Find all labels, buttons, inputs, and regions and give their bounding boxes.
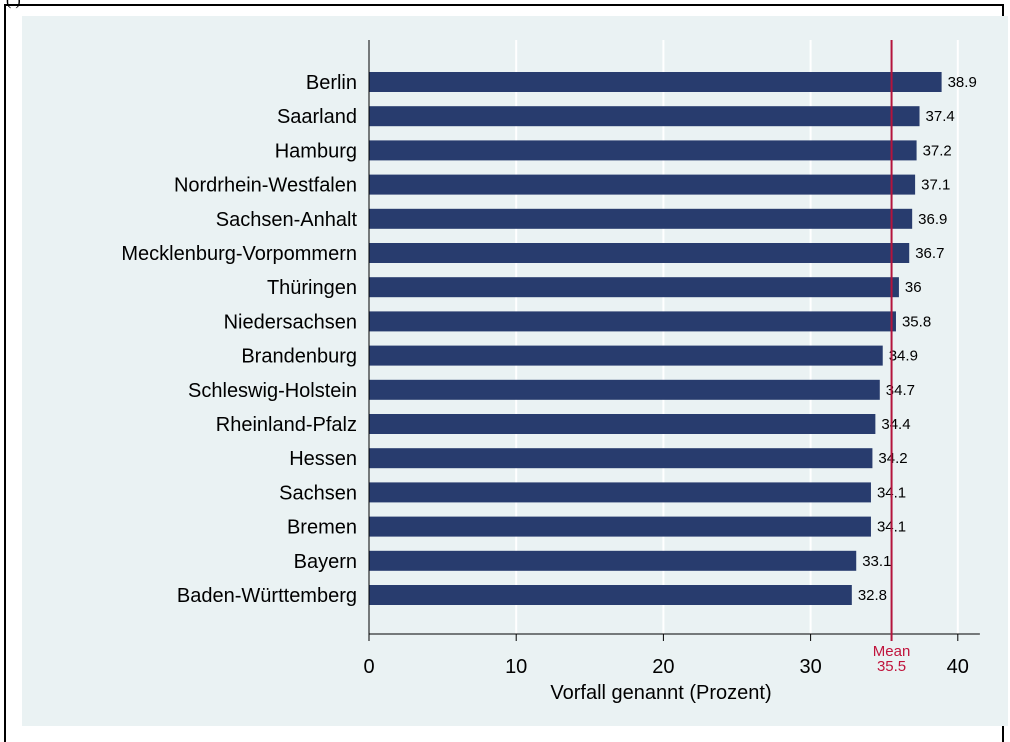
category-label: Rheinland-Pfalz [216, 414, 357, 436]
value-label: 34.4 [881, 416, 910, 433]
x-tick-label: 30 [799, 656, 821, 678]
value-label: 37.1 [921, 177, 950, 194]
x-tick-label: 10 [505, 656, 527, 678]
value-label: 36 [905, 279, 922, 296]
bar [369, 482, 871, 503]
category-label: Sachsen-Anhalt [216, 209, 358, 231]
value-label: 35.8 [902, 313, 931, 330]
x-axis: 0 10 20 30 40 [363, 40, 980, 678]
bar [369, 72, 942, 92]
mean-label: Mean [873, 643, 911, 660]
bar [369, 345, 883, 366]
category-label: Sachsen [279, 482, 357, 504]
bar [369, 208, 913, 229]
category-label: Bremen [287, 517, 357, 539]
mean-value-label: 35.5 [877, 658, 906, 675]
x-tick-label: 20 [652, 656, 674, 678]
category-label: Brandenburg [241, 346, 357, 368]
value-label: 34.7 [886, 382, 915, 399]
bar [369, 243, 910, 263]
category-labels: Berlin Saarland Hamburg Nordrhein-Westfalen… [121, 72, 357, 607]
bar [369, 448, 873, 469]
value-label: 37.4 [926, 108, 955, 125]
category-label: Hamburg [275, 140, 357, 162]
category-label: Nordrhein-Westfalen [174, 175, 357, 197]
category-label: Thüringen [267, 277, 357, 299]
category-label: Mecklenburg-Vorpommern [121, 243, 357, 265]
chart-background [22, 16, 1008, 726]
category-label: Niedersachsen [224, 311, 357, 333]
category-label: Schleswig-Holstein [188, 380, 357, 402]
bar [369, 414, 876, 434]
bar [369, 140, 917, 161]
category-label: Bayern [294, 551, 357, 573]
value-label: 38.9 [948, 74, 977, 91]
x-tick-label: 0 [363, 656, 374, 678]
value-label: 32.8 [858, 587, 887, 604]
value-labels: 38.9 37.4 37.2 37.1 36.9 36.7 36 35.8 34.9 34.7 34… [858, 74, 977, 604]
bars [369, 72, 942, 605]
category-label: Hessen [289, 448, 357, 470]
value-label: 34.9 [889, 348, 918, 365]
value-label: 36.9 [918, 211, 947, 228]
x-tick-label: 40 [947, 656, 969, 678]
value-label: 33.1 [862, 553, 891, 570]
category-label: Baden-Württemberg [177, 585, 357, 607]
bar [369, 379, 880, 400]
bar [369, 277, 899, 298]
bar [369, 311, 896, 332]
category-label: Saarland [277, 106, 357, 128]
corner-text: ( ) [6, 0, 21, 9]
bar [369, 106, 920, 127]
bar [369, 516, 871, 537]
category-label: Berlin [306, 72, 357, 94]
x-axis-title: Vorfall genannt (Prozent) [550, 682, 771, 704]
value-label: 34.2 [878, 450, 907, 467]
bar [369, 174, 916, 195]
bar [369, 550, 857, 571]
bar [369, 585, 852, 605]
value-label: 36.7 [915, 245, 944, 262]
value-label: 37.2 [923, 142, 952, 159]
